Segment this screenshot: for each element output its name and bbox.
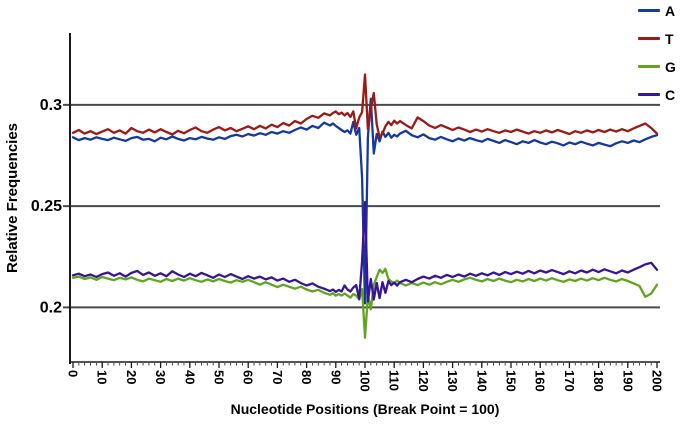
x-tick-label: 180 (591, 370, 606, 392)
x-tick-label: 150 (504, 370, 519, 392)
x-axis-title: Nucleotide Positions (Break Point = 100) (230, 401, 500, 417)
series-line-g (71, 267, 659, 339)
x-tick-label: 110 (387, 370, 402, 391)
x-tick-label: 200 (650, 370, 665, 392)
legend-label-g: G (665, 58, 676, 75)
x-tick-label: 120 (416, 370, 431, 392)
series-line-a (71, 97, 659, 305)
x-tick-label: 60 (241, 370, 256, 384)
series-line-c (71, 200, 659, 303)
x-tick-label: 10 (95, 370, 110, 384)
x-tick-label: 130 (445, 370, 460, 392)
legend-label-t: T (665, 30, 674, 47)
x-tick-label: 190 (620, 370, 635, 392)
legend-line-sample-g (638, 65, 660, 68)
x-tick-label: 100 (358, 370, 373, 392)
x-tick-label: 90 (328, 370, 343, 384)
legend-item-a: A (638, 2, 684, 19)
x-tick-label: 40 (182, 370, 197, 384)
x-tick-label: 70 (270, 370, 285, 384)
x-tick-label: 170 (562, 370, 577, 392)
legend-line-sample-a (638, 9, 660, 12)
x-tick-label: 80 (299, 370, 314, 384)
legend-line-sample-c (638, 93, 660, 96)
y-tick-label: 0.3 (40, 97, 62, 114)
x-tick-label: 50 (212, 370, 227, 384)
legend-label-c: C (665, 86, 676, 103)
x-tick-label: 160 (533, 370, 548, 392)
legend-item-g: G (638, 58, 684, 75)
series-line-t (71, 73, 659, 139)
y-axis-title: Relative Frequencies (4, 122, 21, 274)
legend-line-sample-t (638, 37, 660, 40)
x-tick-label: 0 (66, 370, 81, 377)
legend-item-c: C (638, 86, 684, 103)
legend-item-t: T (638, 30, 684, 47)
legend-label-a: A (665, 2, 676, 19)
x-tick-label: 30 (153, 370, 168, 384)
x-tick-label: 20 (124, 370, 139, 384)
y-tick-label: 0.2 (40, 299, 62, 316)
legend: A T G C (638, 2, 684, 103)
x-tick-label: 140 (474, 370, 489, 392)
y-tick-label: 0.25 (31, 198, 62, 215)
